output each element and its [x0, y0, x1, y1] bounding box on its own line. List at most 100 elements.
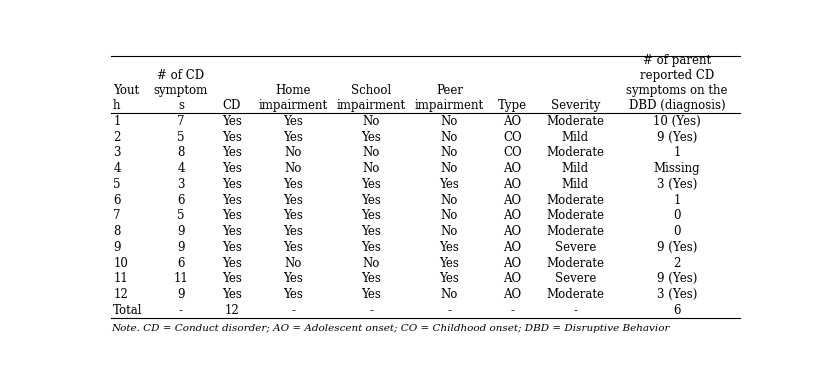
Text: Total: Total [113, 304, 142, 317]
Text: 8: 8 [113, 225, 121, 238]
Text: Moderate: Moderate [546, 115, 604, 128]
Text: Yes: Yes [222, 178, 241, 191]
Text: Yes: Yes [439, 272, 459, 285]
Text: Yes: Yes [283, 131, 303, 144]
Text: Yes: Yes [439, 257, 459, 270]
Text: No: No [362, 162, 380, 175]
Text: AO: AO [503, 209, 521, 222]
Text: 12: 12 [113, 288, 127, 301]
Text: No: No [284, 162, 301, 175]
Text: No: No [440, 115, 457, 128]
Text: Type: Type [497, 99, 526, 112]
Text: -: - [179, 304, 183, 317]
Text: Moderate: Moderate [546, 209, 604, 222]
Text: CO: CO [502, 131, 521, 144]
Text: Yes: Yes [222, 162, 241, 175]
Text: 6: 6 [672, 304, 680, 317]
Text: 4: 4 [113, 162, 121, 175]
Text: Yout
h: Yout h [113, 84, 139, 112]
Text: 8: 8 [177, 146, 184, 159]
Text: Yes: Yes [222, 193, 241, 206]
Text: Yes: Yes [283, 272, 303, 285]
Text: 7: 7 [113, 209, 121, 222]
Text: Yes: Yes [361, 178, 380, 191]
Text: 3: 3 [177, 178, 184, 191]
Text: No: No [440, 131, 457, 144]
Text: Missing: Missing [653, 162, 700, 175]
Text: Peer
impairment: Peer impairment [414, 84, 484, 112]
Text: No: No [362, 146, 380, 159]
Text: -: - [291, 304, 294, 317]
Text: Yes: Yes [361, 131, 380, 144]
Text: No: No [284, 146, 301, 159]
Text: Yes: Yes [222, 225, 241, 238]
Text: Yes: Yes [283, 115, 303, 128]
Text: Yes: Yes [361, 209, 380, 222]
Text: Severity: Severity [550, 99, 600, 112]
Text: 10: 10 [113, 257, 128, 270]
Text: 6: 6 [177, 193, 184, 206]
Text: AO: AO [503, 225, 521, 238]
Text: Yes: Yes [361, 288, 380, 301]
Text: Moderate: Moderate [546, 225, 604, 238]
Text: 3: 3 [113, 146, 121, 159]
Text: No: No [362, 257, 380, 270]
Text: Moderate: Moderate [546, 193, 604, 206]
Text: 6: 6 [113, 193, 121, 206]
Text: 5: 5 [177, 131, 184, 144]
Text: No: No [440, 288, 457, 301]
Text: Mild: Mild [561, 162, 588, 175]
Text: 9: 9 [177, 225, 184, 238]
Text: AO: AO [503, 193, 521, 206]
Text: AO: AO [503, 288, 521, 301]
Text: Yes: Yes [222, 257, 241, 270]
Text: Yes: Yes [283, 225, 303, 238]
Text: Yes: Yes [439, 241, 459, 254]
Text: Yes: Yes [283, 288, 303, 301]
Text: 11: 11 [113, 272, 127, 285]
Text: Moderate: Moderate [546, 257, 604, 270]
Text: No: No [440, 193, 457, 206]
Text: CD: CD [222, 99, 241, 112]
Text: Severe: Severe [554, 241, 595, 254]
Text: 6: 6 [177, 257, 184, 270]
Text: # of CD
symptom
s: # of CD symptom s [154, 69, 208, 112]
Text: No: No [440, 162, 457, 175]
Text: -: - [509, 304, 514, 317]
Text: 5: 5 [177, 209, 184, 222]
Text: 3 (Yes): 3 (Yes) [656, 178, 696, 191]
Text: Yes: Yes [222, 209, 241, 222]
Text: 9: 9 [177, 241, 184, 254]
Text: 9 (Yes): 9 (Yes) [656, 241, 696, 254]
Text: AO: AO [503, 257, 521, 270]
Text: 0: 0 [672, 209, 680, 222]
Text: Yes: Yes [283, 241, 303, 254]
Text: AO: AO [503, 272, 521, 285]
Text: Yes: Yes [361, 241, 380, 254]
Text: 0: 0 [672, 225, 680, 238]
Text: 1: 1 [113, 115, 121, 128]
Text: Mild: Mild [561, 178, 588, 191]
Text: 11: 11 [174, 272, 188, 285]
Text: No: No [362, 115, 380, 128]
Text: Yes: Yes [439, 178, 459, 191]
Text: 2: 2 [113, 131, 121, 144]
Text: 9 (Yes): 9 (Yes) [656, 131, 696, 144]
Text: Yes: Yes [222, 115, 241, 128]
Text: 2: 2 [672, 257, 680, 270]
Text: -: - [572, 304, 576, 317]
Text: Home
impairment: Home impairment [258, 84, 327, 112]
Text: Mild: Mild [561, 131, 588, 144]
Text: School
impairment: School impairment [337, 84, 405, 112]
Text: Yes: Yes [222, 272, 241, 285]
Text: AO: AO [503, 115, 521, 128]
Text: 9: 9 [113, 241, 121, 254]
Text: Yes: Yes [222, 146, 241, 159]
Text: -: - [369, 304, 373, 317]
Text: AO: AO [503, 178, 521, 191]
Text: No: No [284, 257, 301, 270]
Text: Moderate: Moderate [546, 288, 604, 301]
Text: Yes: Yes [283, 209, 303, 222]
Text: 4: 4 [177, 162, 184, 175]
Text: No: No [440, 209, 457, 222]
